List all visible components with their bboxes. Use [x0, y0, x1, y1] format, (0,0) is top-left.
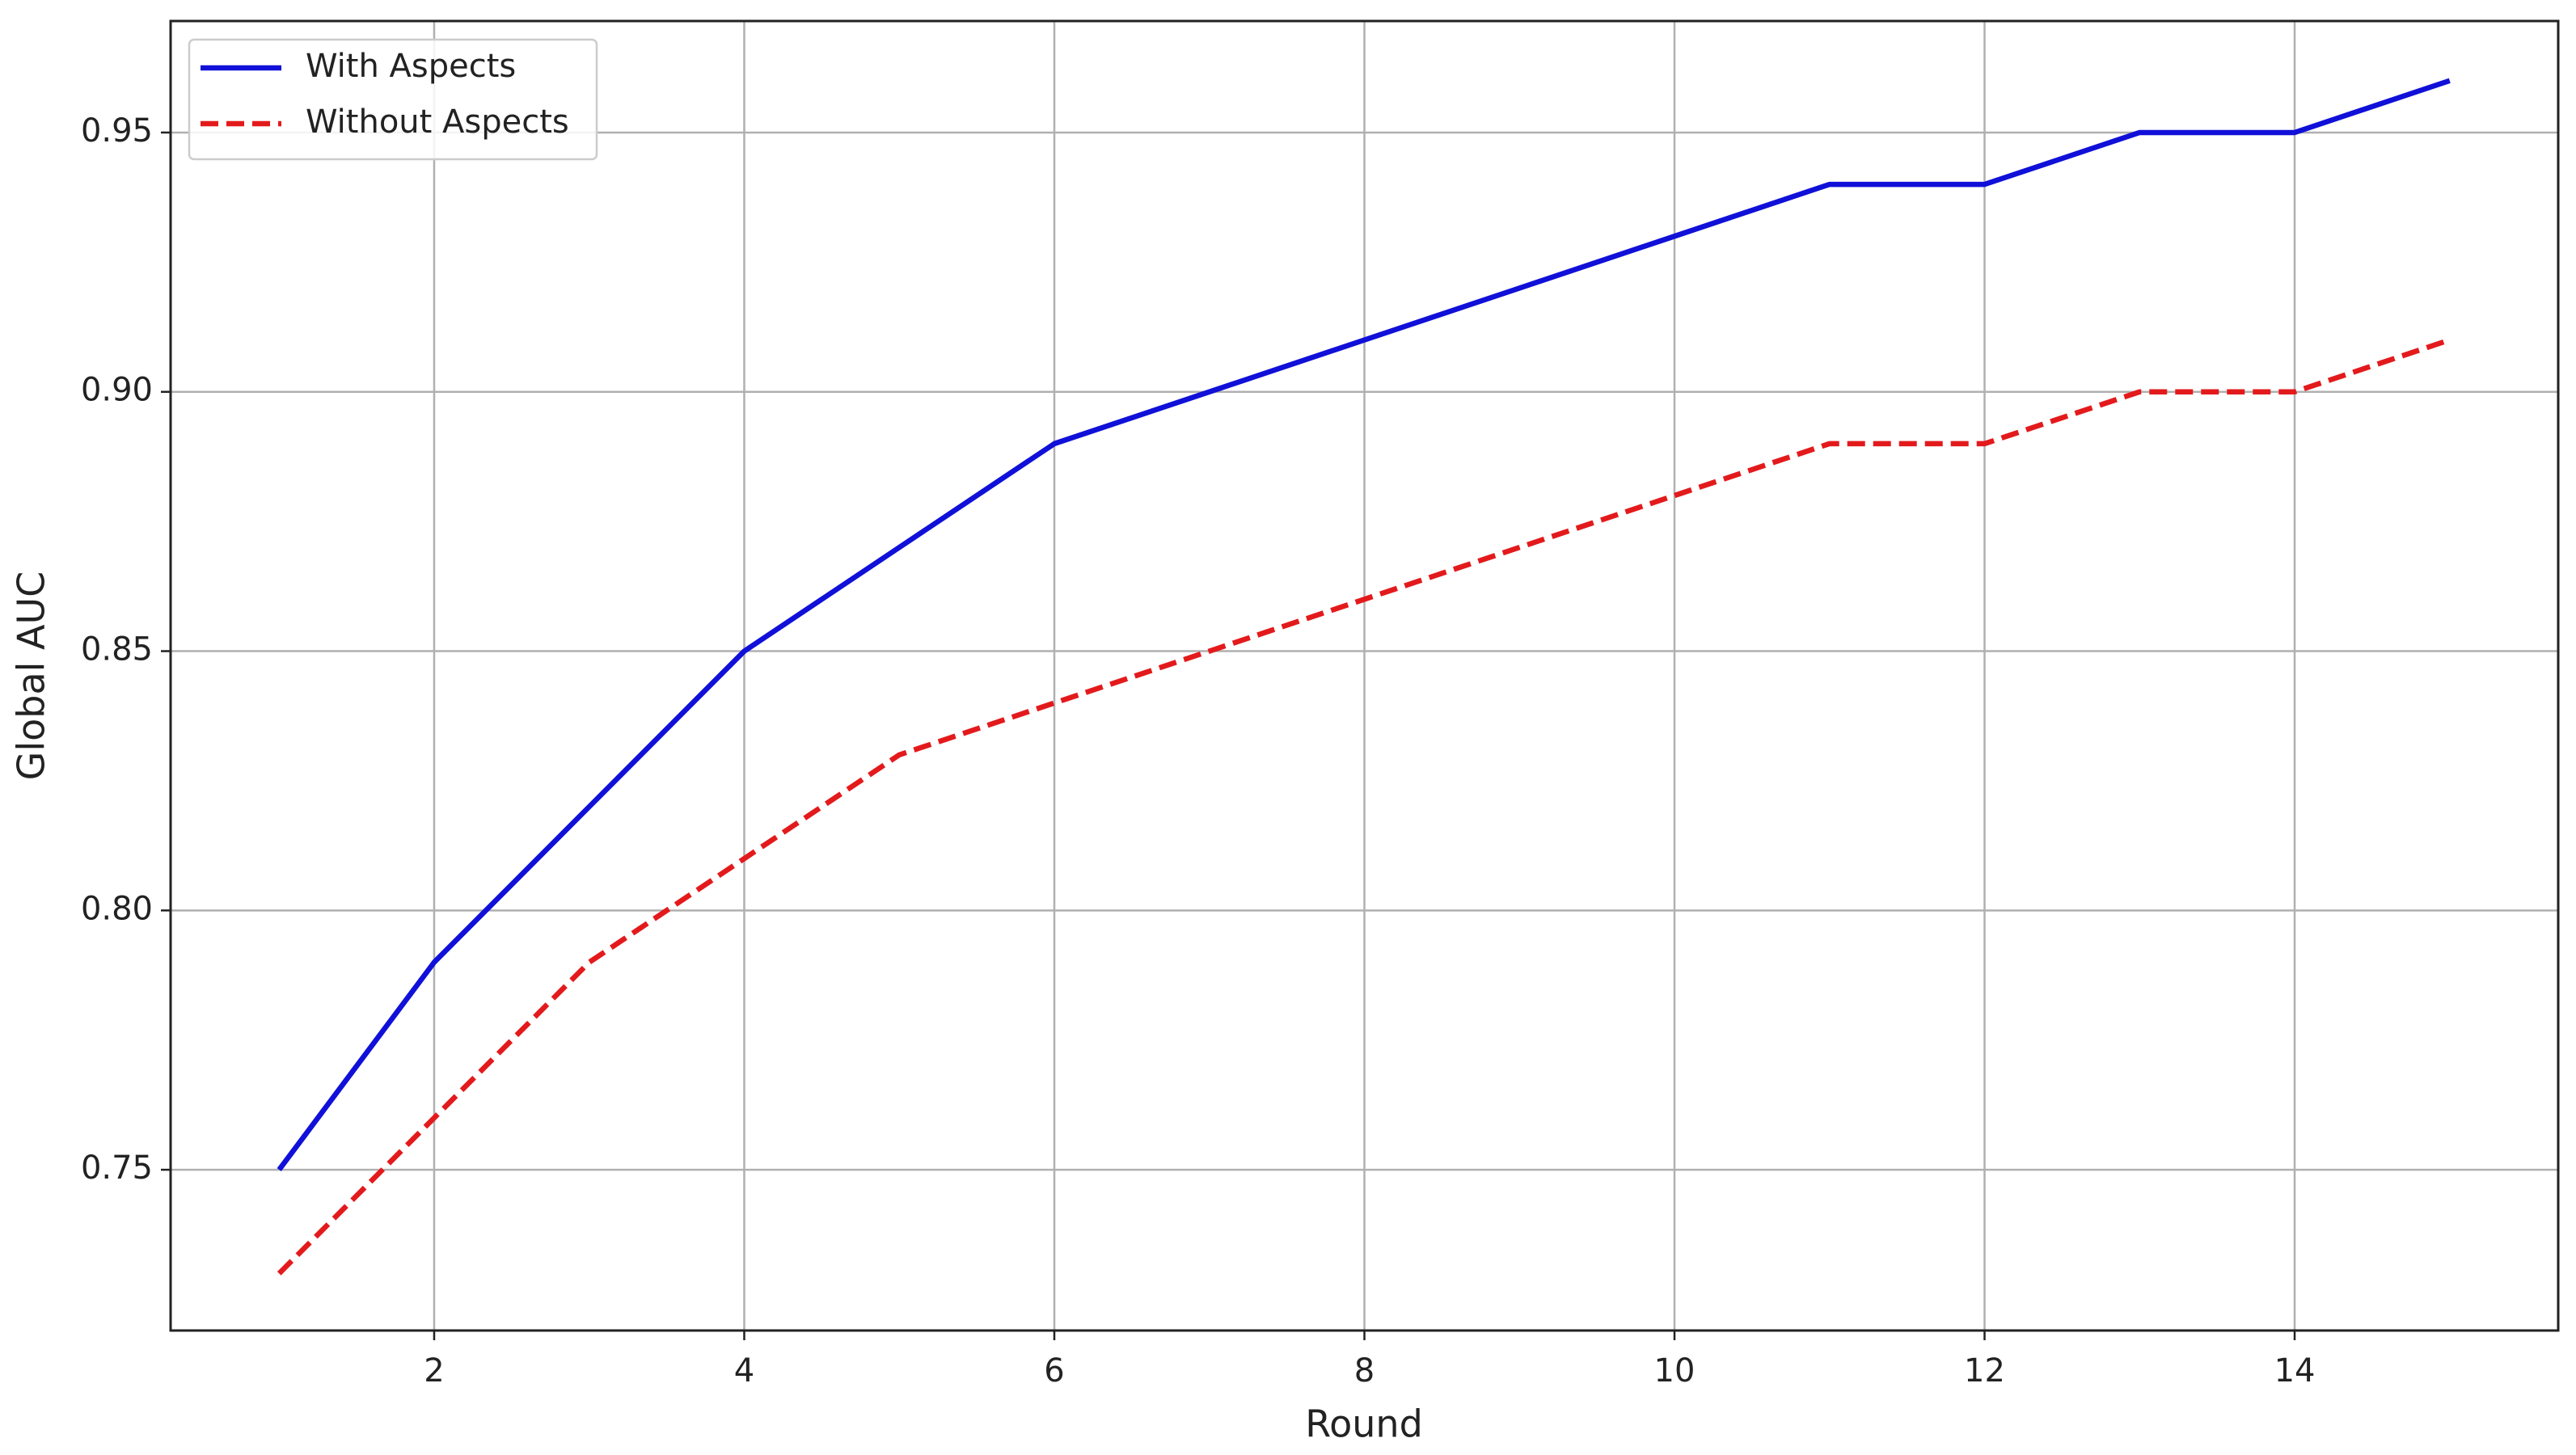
series-line: [277, 78, 2451, 1172]
y-tick-label: 0.85: [81, 631, 153, 668]
x-tick-label: 10: [1654, 1352, 1696, 1390]
x-tick-label: 14: [2274, 1352, 2316, 1390]
legend-box: [188, 38, 598, 161]
x-tick-label: 8: [1354, 1352, 1375, 1390]
x-tick-label: 6: [1044, 1352, 1064, 1390]
legend: With Aspects Without Aspects: [188, 38, 598, 161]
x-tick-label: 2: [424, 1352, 444, 1390]
y-axis-label: Global AUC: [10, 571, 53, 781]
y-tick-label: 0.75: [81, 1149, 153, 1187]
y-tick-label: 0.90: [81, 372, 153, 409]
legend-label: Without Aspects: [306, 103, 569, 141]
plot-frame: [169, 19, 2560, 1332]
y-tick-label: 0.95: [81, 112, 153, 150]
x-tick-label: 12: [1964, 1352, 2005, 1390]
y-tick-label: 0.80: [81, 890, 153, 927]
x-axis-label: Round: [1305, 1402, 1423, 1446]
legend-label: With Aspects: [306, 48, 516, 85]
x-tick-label: 4: [734, 1352, 754, 1390]
series-line: [277, 337, 2451, 1276]
